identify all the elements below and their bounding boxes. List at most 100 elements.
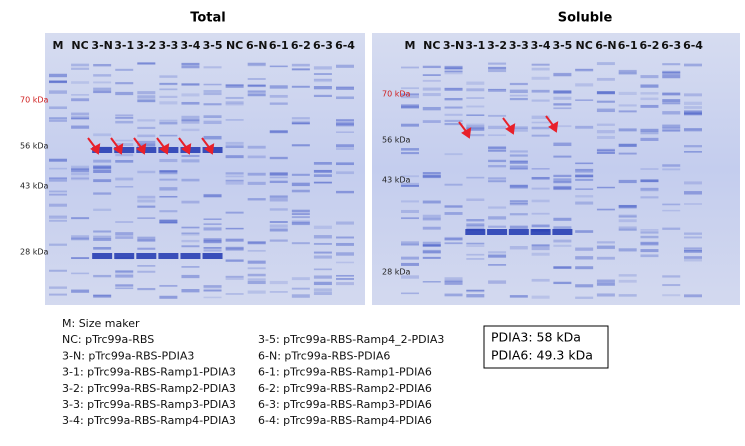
band [225, 275, 244, 278]
band-strong [158, 147, 179, 153]
band [291, 182, 310, 187]
band [115, 236, 134, 239]
band [49, 177, 67, 179]
band [181, 274, 200, 279]
band [115, 114, 134, 117]
band [553, 178, 572, 182]
band [509, 202, 528, 206]
band [466, 289, 485, 292]
band [247, 260, 266, 264]
band [49, 158, 67, 162]
band [662, 92, 681, 96]
band [247, 273, 266, 277]
band [137, 140, 156, 144]
band [618, 143, 637, 147]
band [422, 281, 441, 283]
band [269, 239, 288, 242]
band-strong [530, 229, 551, 235]
band [269, 198, 288, 202]
legend-item: NC: pTrc99a-RBS [62, 333, 154, 346]
band [662, 72, 681, 76]
legend-item: 6-2: pTrc99a-RBS-Ramp2-PDIA6 [258, 382, 432, 395]
band [203, 296, 222, 299]
band [596, 279, 615, 283]
band [313, 78, 332, 81]
band [444, 119, 463, 122]
band [509, 150, 528, 153]
band [203, 218, 222, 220]
band [640, 128, 659, 132]
band [466, 134, 485, 137]
band [466, 223, 485, 227]
band [71, 94, 90, 96]
band [336, 119, 354, 121]
band [71, 178, 90, 181]
band [531, 126, 550, 130]
band [662, 102, 681, 105]
band [93, 166, 112, 170]
lane-label: NC [423, 39, 440, 52]
band [575, 99, 594, 101]
band [684, 247, 702, 250]
band [247, 155, 266, 159]
band [159, 171, 178, 175]
legend-item: 3-2: pTrc99a-RBS-Ramp2-PDIA3 [62, 382, 236, 395]
band [553, 174, 572, 178]
band [137, 143, 156, 147]
band [336, 86, 354, 90]
band [93, 87, 112, 90]
band [618, 128, 637, 132]
band [401, 262, 419, 266]
band [488, 251, 507, 254]
band [93, 63, 112, 67]
band [93, 238, 112, 241]
size-box [483, 325, 609, 369]
band [444, 113, 463, 116]
band [269, 156, 288, 160]
band [203, 285, 222, 288]
legend-item: 3-4: pTrc99a-RBS-Ramp4-PDIA3 [62, 414, 236, 427]
band [553, 142, 572, 147]
band [247, 278, 266, 281]
band [159, 88, 178, 91]
band [401, 66, 419, 69]
band [575, 169, 594, 173]
band [203, 247, 222, 249]
band [49, 219, 67, 222]
band [181, 289, 200, 293]
band [49, 90, 67, 94]
band [269, 224, 288, 228]
band [137, 239, 156, 242]
band [444, 153, 463, 156]
panel-title: Soluble [558, 11, 613, 26]
band [247, 85, 266, 88]
band [553, 96, 572, 100]
band [49, 203, 67, 207]
band [137, 99, 156, 103]
band [488, 280, 507, 284]
band [575, 174, 594, 178]
band [575, 83, 594, 87]
band-strong [136, 253, 157, 259]
band [401, 182, 419, 187]
band [662, 227, 681, 230]
band [137, 62, 156, 65]
band [444, 279, 463, 283]
band [509, 97, 528, 101]
band [313, 181, 332, 185]
band [203, 238, 222, 242]
band [291, 277, 310, 281]
band [313, 86, 332, 90]
band-strong [92, 147, 113, 153]
band-strong [92, 253, 113, 259]
band [313, 251, 332, 254]
band [225, 179, 244, 182]
band [291, 68, 310, 71]
band-strong [114, 147, 135, 153]
band [531, 295, 550, 299]
band [531, 89, 550, 93]
lane-label: 3-3 [509, 39, 529, 52]
band [422, 79, 441, 82]
band [313, 169, 332, 172]
